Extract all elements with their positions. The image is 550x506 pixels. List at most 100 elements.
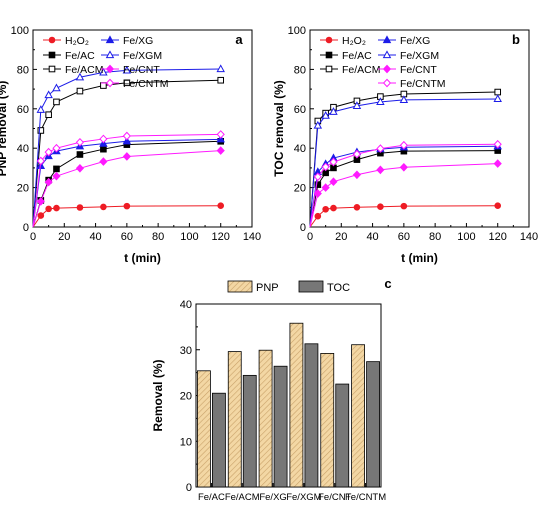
data-point [37, 127, 45, 134]
data-point [493, 159, 502, 168]
x-tick-label: Fe/XGM [286, 492, 321, 503]
legend-entry: Fe/XGM [101, 50, 162, 62]
data-point [352, 101, 362, 109]
data-point [52, 171, 61, 181]
legend-marker [48, 51, 56, 59]
legend-marker [105, 78, 115, 88]
data-point [36, 161, 46, 170]
data-point [216, 134, 225, 143]
legend-marker [382, 78, 392, 88]
y-tick-label: 60 [294, 104, 306, 116]
data-point [36, 105, 46, 113]
legend-marker [325, 36, 333, 44]
x-tick-label: 140 [243, 231, 261, 243]
series-h-o- [32, 202, 225, 228]
panel-label: b [512, 32, 520, 47]
data-point [52, 83, 61, 92]
data-point [52, 143, 61, 153]
legend-marker [105, 35, 115, 44]
data-point [376, 165, 385, 175]
data-point [75, 137, 85, 147]
y-tick-label: 0 [300, 222, 306, 234]
data-point [329, 177, 338, 187]
legend-label: H₂O₂ [65, 35, 89, 47]
data-point [217, 202, 225, 210]
data-point [76, 87, 84, 95]
data-point [314, 212, 322, 220]
legend-marker [382, 50, 392, 59]
data-point [352, 170, 362, 180]
legend-entry: Fe/CNT [378, 64, 437, 76]
x-tick-label: 0 [30, 231, 36, 243]
data-point [75, 163, 85, 173]
legend-marker [105, 64, 115, 74]
y-tick-label: 40 [294, 143, 306, 155]
y-tick-label: 0 [23, 222, 29, 234]
legend-label: Fe/CNTM [123, 78, 169, 90]
y-tick-label: 80 [294, 64, 306, 76]
series-fe-cnt [32, 146, 225, 228]
data-point [352, 149, 362, 159]
y-axis-label: PNP removal (%) [0, 81, 9, 177]
legend-label: PNP [256, 282, 279, 294]
series-fe-acm [32, 76, 225, 228]
x-tick-label: 40 [89, 231, 101, 243]
series-fe-xgm [32, 64, 225, 228]
series-line [309, 150, 498, 228]
x-tick-label: 20 [335, 231, 347, 243]
x-tick-label: Fe/CNTM [345, 492, 386, 503]
y-tick-label: 100 [288, 25, 306, 37]
bar-pnp [351, 344, 365, 488]
data-point [493, 139, 502, 149]
series-h-o- [309, 202, 502, 228]
x-tick-label: 100 [457, 231, 475, 243]
legend-label: Fe/XG [400, 35, 430, 47]
data-point [217, 76, 225, 84]
data-point [321, 183, 330, 192]
legend-label: Fe/ACM [342, 64, 381, 76]
data-point [493, 94, 502, 103]
y-axis-label: TOC removal (%) [272, 80, 286, 176]
series-fe-cnt [309, 159, 502, 228]
x-tick-label: Fe/XG [259, 492, 286, 503]
bar-pnp [289, 322, 304, 488]
legend-label: Fe/CNT [400, 64, 437, 76]
x-tick-label: Fe/CNT [318, 492, 351, 503]
legend-entry: PNP [227, 280, 279, 294]
legend-label: H₂O₂ [342, 35, 366, 47]
bar-toc [273, 365, 288, 488]
legend-entry: Fe/XGM [378, 50, 439, 62]
data-point [122, 131, 131, 141]
data-point [377, 203, 384, 211]
data-point [100, 203, 107, 211]
data-point [53, 204, 60, 212]
legend-label: Fe/XG [123, 35, 153, 47]
legend-marker [382, 35, 392, 44]
legend-swatch [298, 280, 324, 293]
legend-entry: Fe/ACM [43, 64, 104, 76]
data-point [99, 67, 108, 76]
data-point [36, 197, 45, 206]
data-point [122, 136, 132, 145]
legend-entry: Fe/AC [320, 50, 372, 62]
x-axis-label: t (min) [401, 251, 438, 265]
legend-label: TOC [327, 282, 350, 294]
data-point [122, 152, 131, 161]
x-tick-label: 120 [489, 231, 507, 243]
legend-marker [382, 64, 392, 74]
x-axis-label: t (min) [124, 251, 161, 265]
y-axis-label: Removal (%) [151, 359, 165, 431]
data-point [329, 157, 338, 167]
y-tick-label: 10 [180, 436, 192, 448]
x-tick-label: 120 [212, 231, 230, 243]
x-tick-label: 60 [121, 231, 133, 243]
panel-label: a [235, 32, 243, 47]
series-line [309, 163, 498, 228]
x-tick-label: 80 [152, 231, 164, 243]
series-fe-cntm [309, 139, 502, 228]
bar-pnp [197, 370, 211, 488]
data-point [122, 65, 132, 74]
legend-swatch [227, 280, 253, 293]
data-point [45, 111, 52, 119]
bar-pnp [227, 351, 242, 488]
